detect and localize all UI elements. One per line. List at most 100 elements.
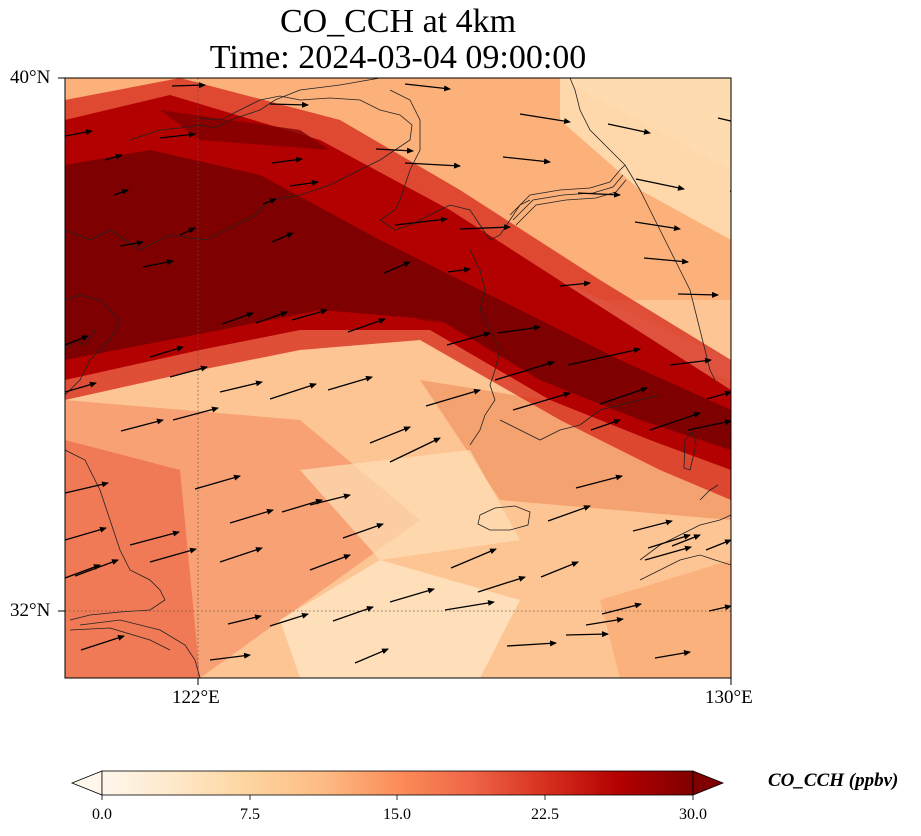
wind-arrow: [447, 266, 471, 273]
map-frame: [64, 77, 732, 679]
wind-arrow: [347, 318, 386, 333]
wind-arrow: [159, 131, 196, 139]
wind-arrow: [169, 365, 208, 378]
wind-arrow: [227, 614, 262, 625]
wind-arrow: [643, 257, 689, 265]
colorbar-body: [101, 770, 694, 796]
wind-arrow: [687, 419, 731, 431]
colorbar-tick-0: 0.0: [92, 806, 112, 823]
wind-arrow: [291, 308, 328, 321]
wind-arrow: [599, 387, 648, 405]
wind-arrow: [708, 604, 731, 612]
map-title: CO_CCH at 4km Time: 2024-03-04 09:00:00: [0, 4, 796, 76]
wind-arrow: [634, 221, 681, 232]
wind-arrow: [677, 291, 719, 298]
wind-arrow: [590, 419, 621, 431]
gridlines: [65, 78, 731, 678]
wind-arrow: [601, 602, 642, 615]
wind-arrow: [65, 335, 89, 346]
wind-arrow: [375, 147, 414, 154]
wind-arrow: [332, 606, 374, 622]
wind-arrow: [104, 153, 123, 161]
wind-arrow: [512, 391, 571, 411]
wind-arrow: [149, 345, 184, 358]
wind-arrow: [221, 312, 254, 325]
coastlines: [65, 78, 731, 678]
lat-label-40n: 40°N: [10, 67, 51, 88]
wind-arrow: [706, 390, 731, 400]
wind-arrow: [446, 331, 491, 346]
wind-arrow: [65, 129, 93, 137]
wind-arrow: [644, 545, 692, 561]
wind-arrow: [309, 554, 351, 571]
wind-arrow: [567, 347, 641, 366]
wind-arrow: [149, 547, 197, 563]
wind-arrow: [119, 240, 144, 247]
colorbar-tick-2: 15.0: [383, 806, 411, 823]
wind-arrow: [271, 156, 303, 164]
wind-arrow: [404, 83, 451, 92]
wind-arrow: [80, 635, 125, 651]
wind-arrow: [717, 117, 731, 122]
wind-arrow: [389, 437, 441, 463]
wind-arrow: [113, 189, 129, 196]
wind-arrow: [65, 381, 97, 393]
wind-arrow: [219, 380, 263, 393]
wind-arrow: [575, 474, 623, 489]
wind-arrow: [194, 474, 241, 490]
wind-arrow: [389, 587, 435, 603]
lon-label-122e: 122°E: [172, 687, 220, 708]
wind-arrow: [262, 198, 277, 205]
wind-arrow: [559, 280, 591, 287]
wind-arrow: [354, 648, 389, 664]
wind-arrow: [547, 505, 591, 522]
axis-ticks: [58, 77, 732, 685]
colorbar-tick-1: 7.5: [240, 806, 260, 823]
wind-arrow: [269, 383, 317, 400]
wind-arrow: [269, 612, 309, 627]
colorbar-label: CO_CCH (ppbv): [768, 770, 899, 791]
wind-arrow: [632, 519, 673, 532]
concentration-field: [65, 78, 731, 678]
wind-vectors: [65, 82, 731, 664]
wind-arrow: [450, 548, 497, 569]
wind-arrow: [425, 388, 481, 407]
wind-arrow: [477, 575, 526, 593]
wind-arrow: [540, 561, 579, 578]
wind-arrow: [585, 616, 624, 626]
wind-arrow: [129, 530, 180, 546]
wind-arrow: [635, 178, 685, 191]
wind-arrow: [705, 539, 731, 551]
wind-arrow: [271, 232, 294, 243]
wind-arrow: [120, 418, 164, 432]
wind-arrow: [647, 533, 691, 549]
wind-arrow: [729, 190, 731, 192]
wind-arrow: [502, 156, 551, 165]
wind-arrow: [383, 261, 411, 274]
wind-arrow: [327, 375, 373, 391]
colorbar-tick-4: 30.0: [679, 806, 707, 823]
wind-arrow: [671, 534, 701, 547]
wind-arrow: [577, 191, 621, 198]
colorbar-extend-low: [70, 770, 103, 796]
wind-arrow: [669, 357, 712, 366]
wind-arrow: [497, 324, 541, 334]
wind-arrow: [519, 113, 571, 125]
wind-arrow: [65, 481, 109, 494]
wind-arrow: [65, 564, 101, 579]
lat-label-32n: 32°N: [10, 600, 51, 621]
wind-arrow: [281, 498, 323, 513]
wind-arrow: [444, 600, 495, 611]
wind-arrow: [142, 259, 174, 268]
colorbar-tick-3: 22.5: [531, 806, 559, 823]
wind-arrow: [255, 311, 288, 324]
wind-arrow: [506, 640, 557, 647]
wind-arrow: [459, 224, 511, 231]
wind-arrow: [65, 526, 107, 541]
wind-arrow: [172, 406, 219, 421]
lon-label-130e: 130°E: [705, 687, 753, 708]
wind-arrow: [369, 426, 411, 444]
colorbar: [70, 770, 725, 800]
wind-arrow: [179, 227, 196, 236]
